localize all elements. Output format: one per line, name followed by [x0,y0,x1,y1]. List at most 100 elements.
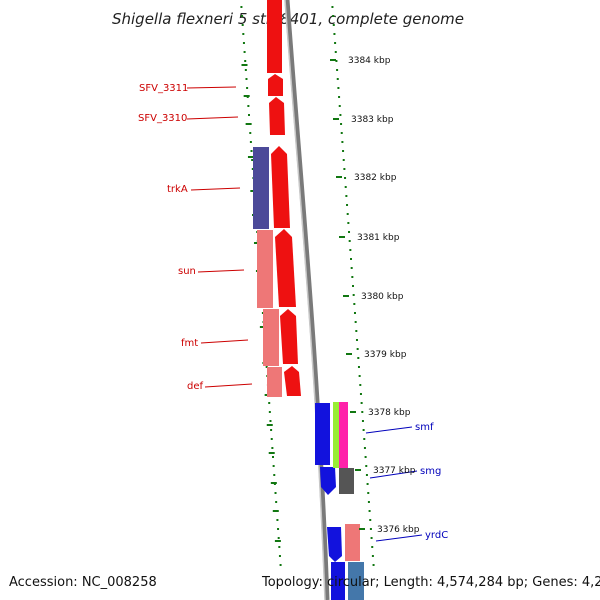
guide-dot [344,186,347,188]
guide-dot [354,321,357,323]
guide-dot [269,420,272,422]
forward-strand-blocks [253,147,282,397]
guide-dot [344,177,347,179]
gene-leader-line [197,269,245,273]
gene-leader-line [190,187,241,191]
guide-dot [363,447,366,449]
guide-dot [346,213,349,215]
guide-dot [249,132,252,134]
guide-dot [352,285,354,287]
gene-leader-line [186,86,237,89]
gene-leader-line [204,383,253,388]
smg-green-block [333,402,339,468]
guide-dot [362,429,365,431]
guide-dot [355,330,358,332]
guide-dot [352,294,355,296]
scale-tick-mark [355,469,361,471]
scale-tick-mark [343,295,349,297]
guide-dot [339,114,342,116]
gene-trka-arrow [271,146,290,228]
smg-gray-block [339,468,354,494]
guide-dot [360,402,363,404]
guide-dot [342,150,345,152]
guide-dot [247,105,250,107]
gene-def-arrow [284,366,301,396]
steelblue-gene-block [348,562,364,600]
guide-dot [371,555,374,557]
guide-dot [363,438,366,440]
guide-tick [274,540,281,542]
gene-block [267,0,282,73]
guide-tick [259,326,266,328]
guide-dot [245,78,248,80]
guide-dot [336,78,339,80]
scale-tick-label: 3381 kbp [357,233,400,243]
guide-dot [353,303,356,305]
guide-tick [247,156,254,158]
guide-dot [274,492,277,494]
gene-leader-line [186,116,239,120]
gene-labels: SFV_3311 SFV_3310 trkA sun fmt def smf smg yrdC [138,83,448,542]
guide-dot [275,501,278,503]
guide-dot [277,537,280,539]
guide-dot [367,492,370,494]
guide-dot [361,420,364,422]
smg-pink-block [339,402,348,468]
guide-dot [346,204,349,206]
guide-dot [272,465,275,467]
guide-dot [351,276,354,278]
guide-dot [241,24,244,26]
scale-tick-label: 3382 kbp [354,173,397,183]
guide-dot [268,402,271,404]
guide-dot [332,24,335,26]
guide-dot [251,159,254,161]
scale-tick-mark [350,411,356,413]
guide-dot [334,51,337,53]
guide-dot [358,375,361,377]
scale-tick-label: 3384 kbp [348,56,391,66]
guide-dot [371,546,374,548]
fmt-block [263,309,279,366]
scale-tick-label: 3376 kbp [377,525,420,535]
scale-tick-mark [359,528,365,530]
guide-dot [248,114,250,116]
guide-dot [273,474,276,476]
gene-label-yrdc: yrdC [425,530,448,541]
scale-tick-mark [336,176,342,178]
summary-text: Topology: circular; Length: 4,574,284 bp… [261,575,600,590]
guide-dot [367,501,370,503]
guide-tick [272,510,279,512]
guide-dot [364,456,367,458]
guide-dot [241,15,244,17]
guide-dot [246,87,249,89]
scale-tick-mark [339,236,345,238]
guide-dot [365,465,368,467]
guide-dot [272,456,274,458]
gene-label-smg: smg [420,466,441,477]
gene-label-sfv_3310: SFV_3310 [138,113,187,124]
guide-tick [245,123,252,125]
gene-leader-line [365,426,413,434]
guide-dot [276,519,279,521]
scale-tick-label: 3380 kbp [361,292,404,302]
gene-leader-line [369,470,418,479]
guide-dot [348,231,351,233]
guide-dot [342,159,345,161]
sun-block [257,230,273,308]
guide-dot [334,42,337,44]
guide-dot [357,357,360,359]
scale-tick-label: 3383 kbp [351,115,394,125]
guide-dot [348,240,351,242]
guide-dot [340,132,343,134]
trka-block [253,147,269,229]
guide-dot [242,33,245,35]
guide-dot [369,519,372,521]
scale-tick-mark [346,353,352,355]
gene-leader-line [200,339,249,344]
guide-dot [333,33,336,35]
guide-dot [243,51,246,53]
guide-dot [332,15,335,17]
guide-dot [357,366,360,368]
guide-dot [279,564,282,566]
